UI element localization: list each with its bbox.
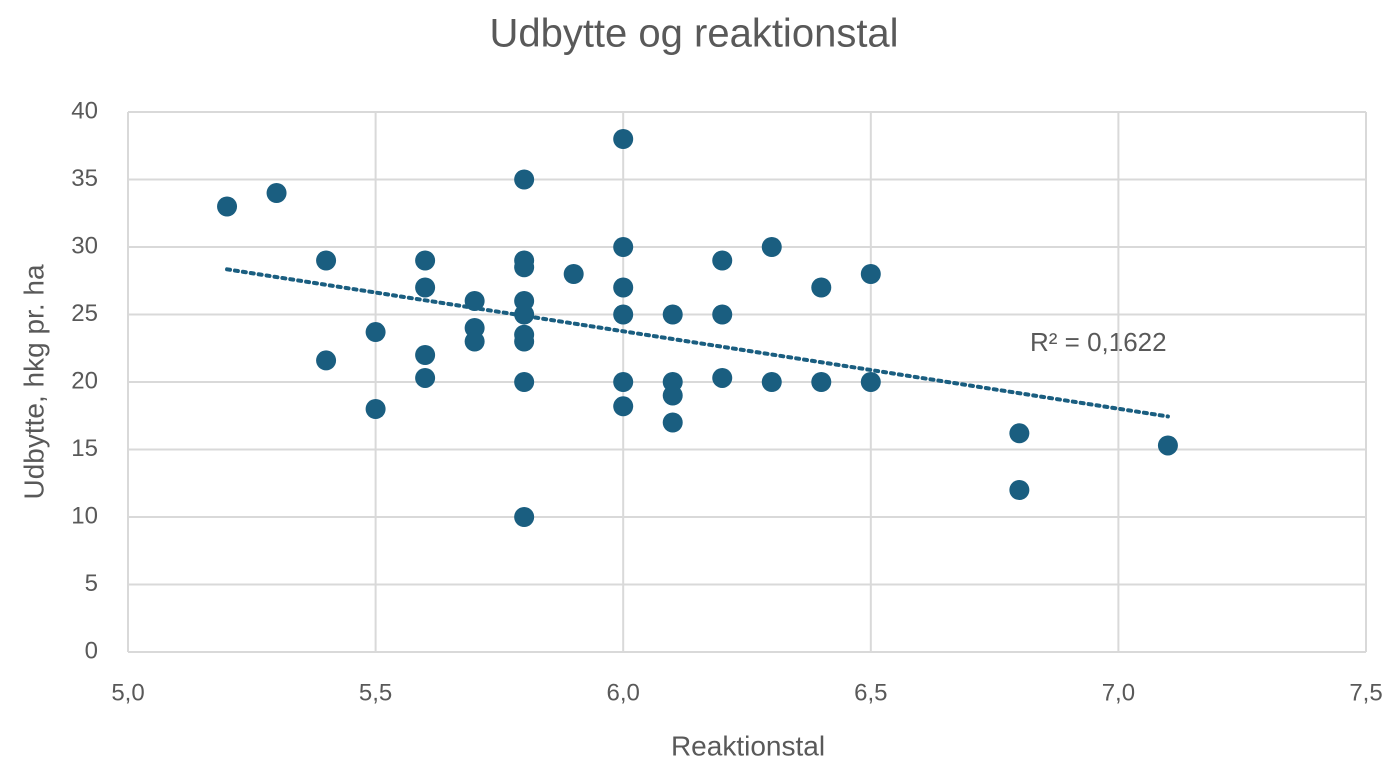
data-point — [761, 372, 782, 392]
y-tick-label: 20 — [71, 367, 98, 394]
trendline — [225, 267, 1170, 419]
y-tick-label: 0 — [85, 637, 98, 664]
data-point — [860, 372, 881, 392]
data-point — [464, 331, 485, 352]
data-point — [1009, 480, 1030, 500]
data-point — [514, 257, 535, 278]
data-point — [662, 304, 683, 325]
data-point — [860, 264, 881, 284]
y-axis-label: Udbytte, hkg pr. ha — [18, 264, 49, 499]
data-point — [365, 399, 386, 419]
data-point — [415, 345, 436, 365]
y-tick-label: 10 — [71, 502, 98, 529]
data-point — [316, 350, 337, 371]
data-point — [613, 237, 634, 257]
chart-title: Udbytte og reaktionstal — [489, 12, 898, 56]
x-tick-label: 6,5 — [854, 679, 887, 706]
data-point — [266, 183, 287, 203]
data-point — [761, 237, 782, 257]
data-point — [811, 277, 832, 298]
data-point — [514, 507, 535, 527]
data-point — [662, 385, 683, 406]
data-point — [662, 412, 683, 433]
data-point — [1009, 423, 1030, 444]
data-point — [415, 250, 436, 271]
data-point — [613, 372, 634, 392]
y-tick-label: 35 — [71, 165, 98, 192]
data-point — [563, 264, 584, 284]
data-point — [712, 250, 733, 271]
data-point — [415, 277, 436, 298]
x-tick-label: 5,0 — [111, 679, 144, 706]
data-point — [365, 322, 386, 343]
x-axis-label: Reaktionstal — [671, 730, 825, 761]
y-tick-label: 40 — [71, 97, 98, 124]
y-tick-label: 30 — [71, 232, 98, 259]
y-tick-label: 15 — [71, 435, 98, 462]
data-point — [613, 277, 634, 298]
y-tick-label: 25 — [71, 300, 98, 327]
x-tick-label: 7,0 — [1102, 679, 1135, 706]
data-point — [613, 304, 634, 325]
x-tick-label: 7,5 — [1349, 679, 1382, 706]
data-point — [1157, 435, 1178, 456]
data-point — [712, 304, 733, 325]
x-tick-label: 5,5 — [359, 679, 392, 706]
y-tick-label: 5 — [85, 570, 98, 597]
data-point — [514, 169, 535, 190]
data-point — [514, 372, 535, 392]
data-point — [514, 331, 535, 352]
data-point — [316, 250, 337, 271]
data-point — [613, 129, 634, 149]
x-tick-label: 6,0 — [607, 679, 640, 706]
data-point — [415, 367, 436, 388]
r-squared-annotation: R² = 0,1622 — [1030, 327, 1167, 357]
data-point — [217, 196, 238, 217]
data-point — [464, 291, 485, 311]
data-point — [712, 367, 733, 388]
data-point — [613, 396, 634, 417]
data-point — [811, 372, 832, 392]
